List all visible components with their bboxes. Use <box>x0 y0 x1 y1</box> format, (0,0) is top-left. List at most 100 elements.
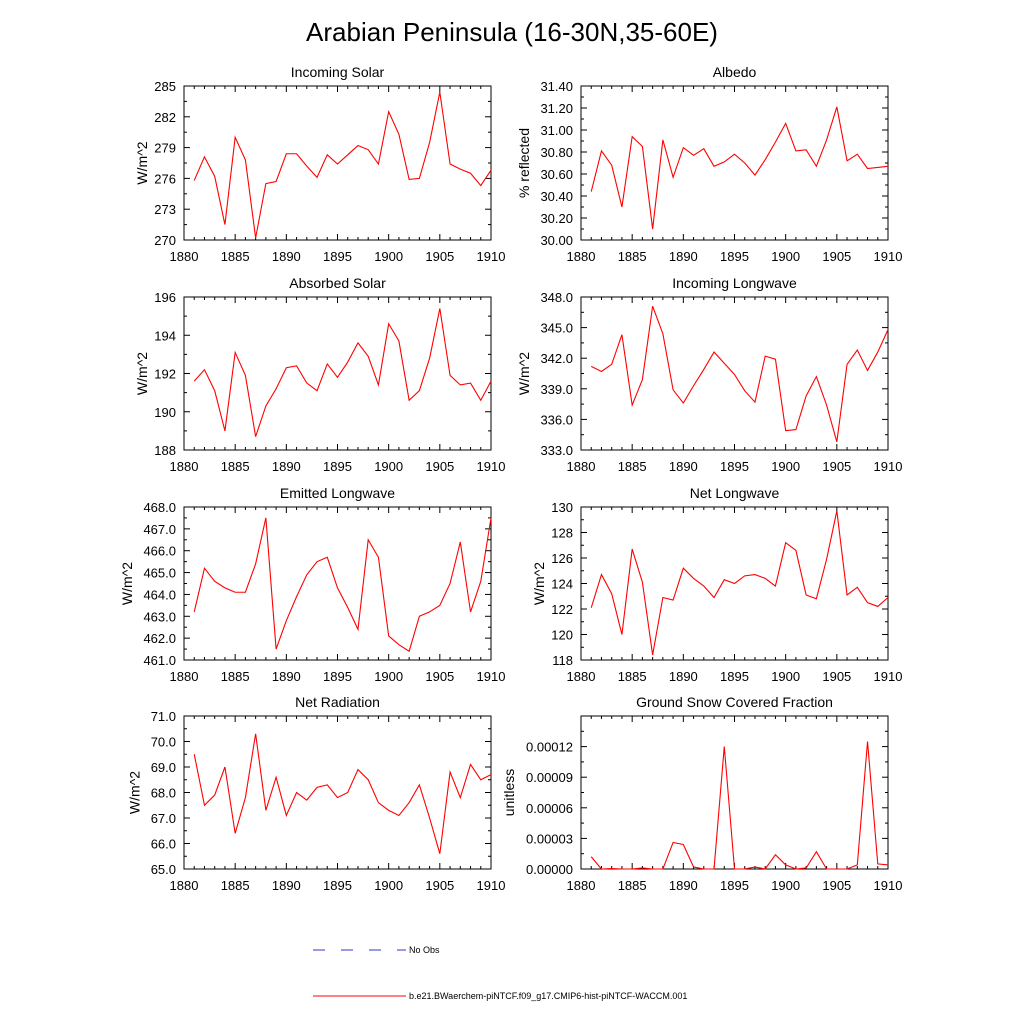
x-tick-label: 1880 <box>567 669 596 684</box>
y-tick-label: 0.00006 <box>526 801 573 816</box>
x-tick-label: 1880 <box>170 669 199 684</box>
y-tick-label: 279 <box>154 141 176 156</box>
x-tick-label: 1885 <box>221 459 250 474</box>
panel-7: Ground Snow Covered Fraction 1880 1885 1890… <box>501 694 903 893</box>
y-tick-label: 120 <box>551 628 573 643</box>
y-tick-label: 118 <box>552 653 573 668</box>
x-tick-label: 1910 <box>477 249 506 264</box>
plot-frame <box>183 85 492 241</box>
x-tick-label: 1890 <box>272 669 301 684</box>
x-tick-label: 1905 <box>425 249 454 264</box>
y-axis-label: W/m^2 <box>516 352 532 395</box>
figure-title: Arabian Peninsula (16-30N,35-60E) <box>306 17 718 47</box>
x-tick-label: 1885 <box>618 459 647 474</box>
y-tick-label: 196 <box>154 290 176 305</box>
x-tick-label: 1900 <box>374 669 403 684</box>
x-tick-label: 1905 <box>822 249 851 264</box>
y-tick-label: 30.20 <box>540 211 573 226</box>
x-tick-label: 1895 <box>323 459 352 474</box>
x-tick-label: 1910 <box>477 878 506 893</box>
x-tick-label: 1880 <box>567 249 596 264</box>
y-tick-label: 31.00 <box>540 123 573 138</box>
y-axis-label: W/m^2 <box>127 771 143 814</box>
y-tick-label: 126 <box>551 551 573 566</box>
x-tick-label: 1890 <box>669 249 698 264</box>
panel-title: Absorbed Solar <box>289 275 386 291</box>
y-tick-label: 71.0 <box>151 709 176 724</box>
y-tick-label: 285 <box>154 79 176 94</box>
y-tick-label: 194 <box>154 328 176 343</box>
plot-frame <box>580 715 889 870</box>
y-tick-label: 0.00003 <box>526 831 573 846</box>
x-tick-label: 1905 <box>425 878 454 893</box>
series-line <box>590 741 889 870</box>
y-tick-label: 192 <box>154 367 176 382</box>
x-tick-label: 1885 <box>618 669 647 684</box>
x-tick-label: 1910 <box>477 669 506 684</box>
panel-2: Absorbed Solar 1880 1885 1890 1895 1900 1905 19… <box>134 275 505 474</box>
y-tick-label: 122 <box>551 602 573 617</box>
y-tick-label: 67.0 <box>151 811 176 826</box>
x-tick-label: 1885 <box>221 669 250 684</box>
y-tick-label: 273 <box>154 202 176 217</box>
y-tick-label: 68.0 <box>151 786 176 801</box>
x-tick-label: 1880 <box>567 459 596 474</box>
x-tick-label: 1895 <box>323 878 352 893</box>
x-tick-label: 1905 <box>822 459 851 474</box>
y-tick-label: 65.0 <box>151 862 176 877</box>
y-axis-label: W/m^2 <box>134 141 150 184</box>
y-tick-label: 31.40 <box>540 79 573 94</box>
y-tick-label: 30.80 <box>540 145 573 160</box>
x-tick-label: 1910 <box>874 669 903 684</box>
y-tick-label: 30.60 <box>540 167 573 182</box>
panel-5: Net Longwave 1880 1885 1890 1895 1900 1905 1910… <box>531 485 902 684</box>
y-tick-label: 31.20 <box>540 101 573 116</box>
x-tick-label: 1895 <box>720 669 749 684</box>
plot-frame <box>183 506 492 661</box>
x-tick-label: 1880 <box>567 878 596 893</box>
panel-3: Incoming Longwave 1880 1885 1890 1895 1900 190… <box>516 275 902 474</box>
series-line <box>590 106 889 230</box>
y-tick-label: 0.00000 <box>526 862 573 877</box>
y-tick-label: 462.0 <box>143 631 176 646</box>
x-tick-label: 1905 <box>822 878 851 893</box>
y-tick-label: 128 <box>551 526 573 541</box>
x-tick-label: 1900 <box>374 459 403 474</box>
y-tick-label: 336.0 <box>540 412 573 427</box>
x-tick-label: 1890 <box>669 459 698 474</box>
y-tick-label: 190 <box>154 405 176 420</box>
x-tick-label: 1905 <box>425 459 454 474</box>
panel-title: Emitted Longwave <box>280 485 395 501</box>
x-tick-label: 1910 <box>874 878 903 893</box>
panel-title: Net Longwave <box>690 485 780 501</box>
series-line <box>193 92 492 239</box>
y-axis-label: W/m^2 <box>119 562 135 605</box>
y-tick-label: 339.0 <box>540 382 573 397</box>
y-tick-label: 466.0 <box>143 544 176 559</box>
panel-4: Emitted Longwave 1880 1885 1890 1895 1900 1905… <box>119 485 505 684</box>
y-tick-label: 0.00009 <box>526 770 573 785</box>
y-tick-label: 342.0 <box>540 351 573 366</box>
x-tick-label: 1885 <box>618 249 647 264</box>
x-tick-label: 1910 <box>874 249 903 264</box>
x-tick-label: 1900 <box>374 249 403 264</box>
x-tick-label: 1885 <box>221 878 250 893</box>
y-tick-label: 345.0 <box>540 321 573 336</box>
panel-title: Incoming Solar <box>291 64 385 80</box>
series-line <box>193 733 492 854</box>
series-line <box>590 305 889 442</box>
x-tick-label: 1895 <box>323 249 352 264</box>
y-tick-label: 69.0 <box>151 760 176 775</box>
y-tick-label: 276 <box>154 171 176 186</box>
x-tick-label: 1880 <box>170 459 199 474</box>
x-tick-label: 1900 <box>771 878 800 893</box>
series-line <box>193 517 492 653</box>
y-tick-label: 333.0 <box>540 443 573 458</box>
y-tick-label: 282 <box>154 110 176 125</box>
y-tick-label: 463.0 <box>143 609 176 624</box>
y-tick-label: 464.0 <box>143 587 176 602</box>
x-tick-label: 1890 <box>272 878 301 893</box>
x-tick-label: 1895 <box>720 459 749 474</box>
y-tick-label: 124 <box>551 577 573 592</box>
